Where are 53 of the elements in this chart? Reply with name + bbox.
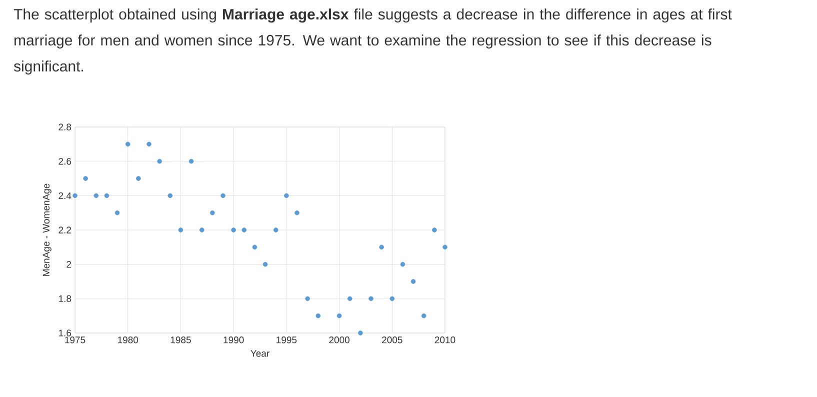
x-tick-label: 1975 [65, 336, 86, 344]
x-tick-label: 1980 [118, 336, 138, 344]
point [262, 262, 268, 267]
point [358, 330, 363, 336]
x-tick-label: 1995 [276, 336, 297, 344]
point [220, 193, 226, 198]
point [252, 244, 258, 250]
x-tick-label: 1990 [224, 336, 244, 344]
point [104, 193, 110, 198]
y-tick-label: 2.2 [58, 226, 71, 234]
point [379, 244, 384, 250]
point [390, 296, 395, 302]
point [410, 279, 416, 284]
y-tick-label: 2.6 [58, 158, 72, 165]
x-tick-label: 2005 [382, 336, 402, 344]
point [400, 262, 406, 267]
point [368, 296, 374, 302]
x-tick-label: 2000 [329, 336, 350, 344]
point [347, 296, 352, 302]
y-tick-label: 2 [66, 261, 71, 268]
point [432, 228, 437, 232]
y-tick-label: 2.4 [58, 192, 72, 199]
point [125, 142, 130, 147]
point [442, 244, 448, 250]
point [294, 210, 300, 216]
point [114, 210, 120, 216]
point [157, 158, 162, 164]
chart-title: The scatterplot obtained using Marriage age.xlsx file suggests a decrease in the difference in ages at first marriage for men and women since 1975. We want to examine the regression to see if this decrease is significant. [14, 8, 732, 75]
x-axis-title: Year [250, 350, 270, 357]
point [94, 193, 99, 198]
y-tick-label: 1.6 [58, 330, 72, 336]
point [316, 313, 321, 318]
point [199, 228, 204, 232]
y-tick-label: 1.8 [58, 295, 72, 302]
point [231, 228, 236, 232]
point [242, 228, 247, 232]
point [72, 193, 78, 198]
point [188, 158, 194, 164]
point [421, 313, 426, 318]
x-tick-label: 1985 [170, 336, 191, 344]
point [210, 210, 215, 216]
point [83, 176, 88, 181]
point [305, 296, 310, 302]
point [168, 193, 173, 198]
x-tick-label: 2010 [434, 336, 456, 344]
point [336, 313, 342, 318]
point [273, 228, 278, 232]
point [178, 228, 184, 232]
y-tick-label: 2.8 [58, 124, 72, 130]
y-axis-title: MenAge - WomenAge [42, 184, 52, 276]
point [136, 176, 141, 181]
point [284, 193, 289, 198]
point [146, 142, 152, 147]
